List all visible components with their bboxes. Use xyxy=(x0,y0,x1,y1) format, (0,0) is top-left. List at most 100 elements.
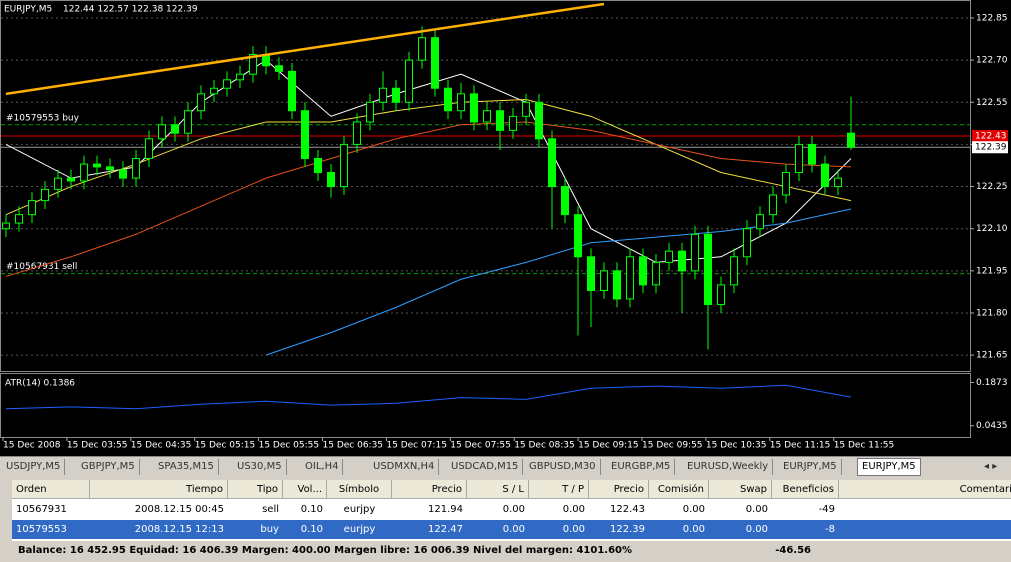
bid-box xyxy=(972,141,1008,154)
candle-body xyxy=(249,54,257,75)
y-tick-label: 122.25 xyxy=(976,182,1008,192)
table-cell: eurjpy xyxy=(343,504,376,515)
column-header: Tipo xyxy=(228,480,283,499)
candle-body xyxy=(600,270,608,292)
x-tick-label: 15 Dec 11:15 xyxy=(770,441,831,451)
table-cell: 10567931 xyxy=(16,504,67,515)
table-cell: -49 xyxy=(818,504,835,515)
candle-body xyxy=(275,65,283,72)
moving-average xyxy=(5,98,852,216)
candle-body xyxy=(184,110,192,134)
x-tick-label: 15 Dec 04:35 xyxy=(131,441,192,451)
candle-body xyxy=(665,250,673,263)
total-profit: -46.56 xyxy=(775,545,811,556)
y-tick-label: 121.65 xyxy=(976,351,1008,361)
tab[interactable]: GBPJPY,M5 xyxy=(77,459,140,475)
candle-body xyxy=(2,222,10,230)
moving-average xyxy=(5,121,852,277)
candle-body xyxy=(574,214,582,258)
table-cell: 0.00 xyxy=(529,520,589,539)
row-fill xyxy=(839,520,1011,539)
candle-body xyxy=(730,256,738,286)
table-cell: eurjpy xyxy=(327,520,392,539)
table-cell: 0.00 xyxy=(745,504,768,515)
candle-body xyxy=(41,188,49,202)
candle-body xyxy=(782,172,790,196)
balance-bar xyxy=(12,541,1011,562)
candle-body xyxy=(587,256,595,292)
table-cell: 2008.12.15 00:45 xyxy=(134,504,224,515)
order-label: #10579553 buy xyxy=(6,113,80,123)
candle-body xyxy=(405,59,413,103)
table-cell: buy xyxy=(228,520,283,539)
x-tick-label: 15 Dec 03:55 xyxy=(67,441,128,451)
tab[interactable]: OIL,H4 xyxy=(301,459,344,475)
indicator-frame xyxy=(0,373,971,438)
candle-body xyxy=(795,143,803,174)
tab[interactable]: EURJPY,M5 xyxy=(857,458,921,476)
y-tick-label: 122.10 xyxy=(976,224,1008,234)
candle-body xyxy=(197,93,205,112)
candle-body xyxy=(366,101,374,123)
candle-body xyxy=(15,214,23,224)
tab[interactable]: USDMXN,H4 xyxy=(369,459,440,475)
table-cell: 0.00 xyxy=(562,504,585,515)
candle-body xyxy=(522,101,530,117)
table-cell: 121.94 xyxy=(428,504,463,515)
x-tick-label: 15 Dec 09:15 xyxy=(578,441,639,451)
y-tick-label: 122.70 xyxy=(976,56,1008,66)
y-tick-label: 122.85 xyxy=(976,14,1008,24)
candle-body xyxy=(392,87,400,103)
bid-label: 122.39 xyxy=(975,143,1007,153)
candle-body xyxy=(444,87,452,112)
candle-body xyxy=(158,124,166,140)
indicator-label: ATR(14) 0.1386 xyxy=(5,379,75,389)
x-tick-label: 15 Dec 10:35 xyxy=(706,441,767,451)
candle-body xyxy=(301,110,309,159)
candle-body xyxy=(210,87,218,95)
tab[interactable]: EURGBP,M5 xyxy=(607,459,676,475)
candle-body xyxy=(145,138,153,159)
table-cell: -8 xyxy=(772,520,839,539)
candle-body xyxy=(132,157,140,179)
tab[interactable]: US30,M5 xyxy=(233,459,287,475)
candle-body xyxy=(54,177,62,190)
table-cell: 2008.12.15 12:13 xyxy=(90,520,228,539)
candle-body xyxy=(93,163,101,168)
candle-body xyxy=(717,284,725,306)
quote: 122.44 122.57 122.38 122.39 xyxy=(63,5,198,15)
ask-label: 122.43 xyxy=(975,131,1007,141)
table-cell: 0.10 xyxy=(283,520,327,539)
table-cell: 0.10 xyxy=(300,504,323,515)
candle-body xyxy=(340,143,348,188)
column-header: Símbolo xyxy=(327,480,392,499)
tab[interactable]: EURUSD,Weekly xyxy=(683,459,774,475)
candle-body xyxy=(171,124,179,134)
column-header: Tiempo xyxy=(90,480,228,499)
candle-body xyxy=(28,200,36,216)
candle-body xyxy=(639,256,647,286)
table-cell: 10579553 xyxy=(12,520,90,539)
table-cell: 0.00 xyxy=(502,504,525,515)
tab[interactable]: USDCAD,M15 xyxy=(447,459,524,475)
candle-body xyxy=(288,70,296,112)
tab[interactable]: USDJPY,M5 xyxy=(2,459,66,475)
candle-body xyxy=(379,87,387,103)
table-cell: 0.00 xyxy=(682,504,705,515)
candle-body xyxy=(808,143,816,165)
candle-body xyxy=(327,172,335,188)
x-tick-label: 15 Dec 07:15 xyxy=(386,441,447,451)
tab[interactable]: EURJPY,M5 xyxy=(779,459,842,475)
tab[interactable]: SPA35,M15 xyxy=(154,459,219,475)
column-header: Precio xyxy=(589,480,649,499)
column-header: Orden xyxy=(12,480,90,499)
tab[interactable]: GBPUSD,M30 xyxy=(525,459,601,475)
candle-body xyxy=(80,163,88,182)
x-tick-label: 15 Dec 05:15 xyxy=(195,441,256,451)
candle-body xyxy=(769,194,777,216)
tab-scroll: ◂ ▸ xyxy=(984,461,998,472)
main-frame xyxy=(0,0,971,372)
x-tick-label: 15 Dec 06:35 xyxy=(323,441,384,451)
candle-body xyxy=(418,37,426,61)
